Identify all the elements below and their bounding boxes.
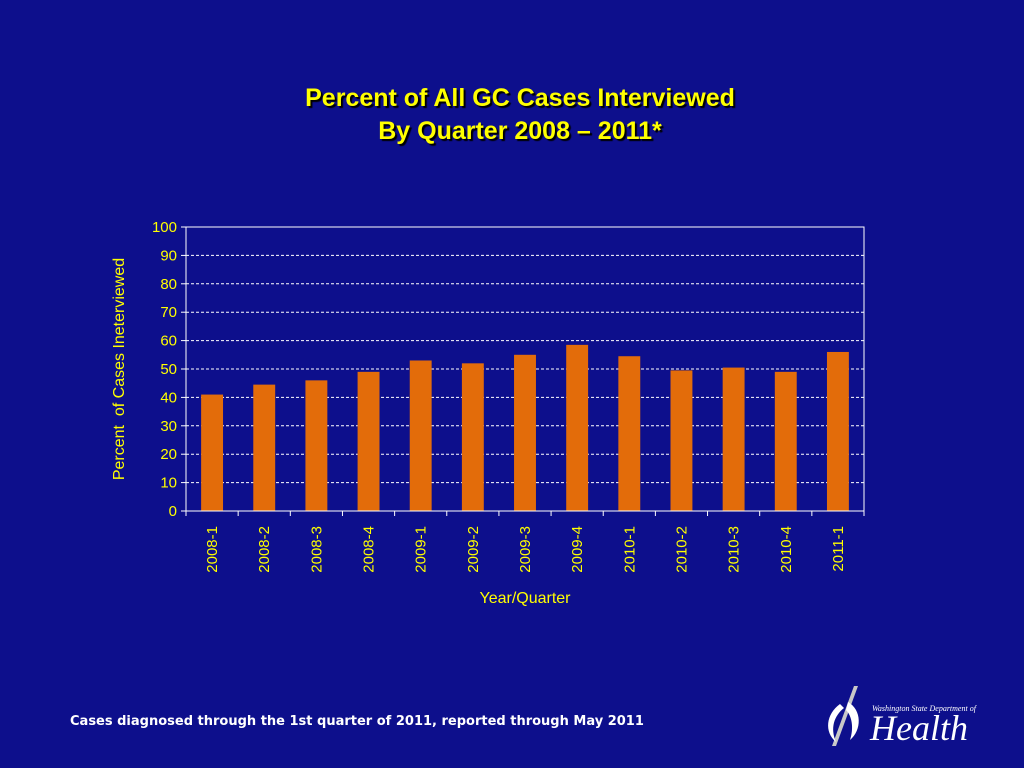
x-tick-label: 2009-4 xyxy=(569,526,586,573)
y-tick-label: 70 xyxy=(160,304,177,321)
x-tick-label: 2010-1 xyxy=(621,526,638,573)
x-tick-label: 2009-1 xyxy=(413,526,430,573)
y-axis-label: Percent of Cases Ineterviewed xyxy=(111,258,128,480)
bar-2010-4 xyxy=(774,371,797,511)
y-tick-label: 20 xyxy=(160,446,177,463)
x-tick-label: 2008-1 xyxy=(204,526,221,573)
bar-2010-1 xyxy=(618,356,641,511)
y-tick-label: 60 xyxy=(160,333,177,350)
x-tick-label: 2011-1 xyxy=(830,526,847,572)
y-tick-label: 10 xyxy=(160,475,177,492)
logo-mark-icon xyxy=(828,686,859,746)
axes xyxy=(181,226,865,516)
footnote: Cases diagnosed through the 1st quarter … xyxy=(70,714,644,729)
x-tick-label: 2008-3 xyxy=(308,526,325,573)
bar-2008-1 xyxy=(201,394,224,511)
logo-name-text: Health xyxy=(870,708,968,748)
x-tick-label: 2008-2 xyxy=(256,526,273,573)
x-tick-label: 2010-4 xyxy=(778,526,795,573)
y-tick-label: 80 xyxy=(160,276,177,293)
bars xyxy=(201,344,849,511)
logo-department-text: Washington State Department of xyxy=(872,704,976,713)
x-tick-labels: 2008-1 2008-2 2008-3 2008-4 2009-1 2009-2 2009… xyxy=(204,526,847,573)
health-department-logo: Washington State Department of Health xyxy=(818,680,978,750)
y-tick-labels: 0 10 20 30 40 50 60 70 80 90 100 xyxy=(152,219,177,520)
x-tick-label: 2008-4 xyxy=(361,526,378,573)
y-tick-label: 40 xyxy=(160,389,177,406)
bar-2010-2 xyxy=(670,370,693,511)
slide-title-line-1: Percent of All GC Cases Interviewed xyxy=(305,84,735,112)
slide-title-line-2: By Quarter 2008 – 2011* xyxy=(378,117,662,145)
y-tick-label: 50 xyxy=(160,361,177,378)
x-tick-label: 2010-3 xyxy=(726,526,743,573)
bar-2009-3 xyxy=(514,354,536,511)
bar-2009-2 xyxy=(461,363,484,511)
bar-2008-3 xyxy=(305,380,328,511)
x-tick-label: 2009-3 xyxy=(517,526,534,573)
x-tick-label: 2009-2 xyxy=(465,526,482,573)
bar-2008-2 xyxy=(253,384,276,511)
x-axis-label: Year/Quarter xyxy=(479,590,571,607)
y-tick-label: 0 xyxy=(169,503,177,520)
bar-2011-1 xyxy=(826,351,849,511)
bar-2008-4 xyxy=(357,371,380,511)
y-tick-label: 100 xyxy=(152,219,177,236)
x-tick-label: 2010-2 xyxy=(673,526,690,573)
bar-2010-3 xyxy=(722,367,745,511)
slide-title: Percent of All GC Cases Interviewed By Q… xyxy=(0,82,1024,148)
plot-area-border xyxy=(185,226,865,512)
y-tick-label: 30 xyxy=(160,418,177,435)
bar-2009-4 xyxy=(566,344,589,511)
y-tick-label: 90 xyxy=(160,247,177,264)
bar-2009-1 xyxy=(409,360,432,511)
